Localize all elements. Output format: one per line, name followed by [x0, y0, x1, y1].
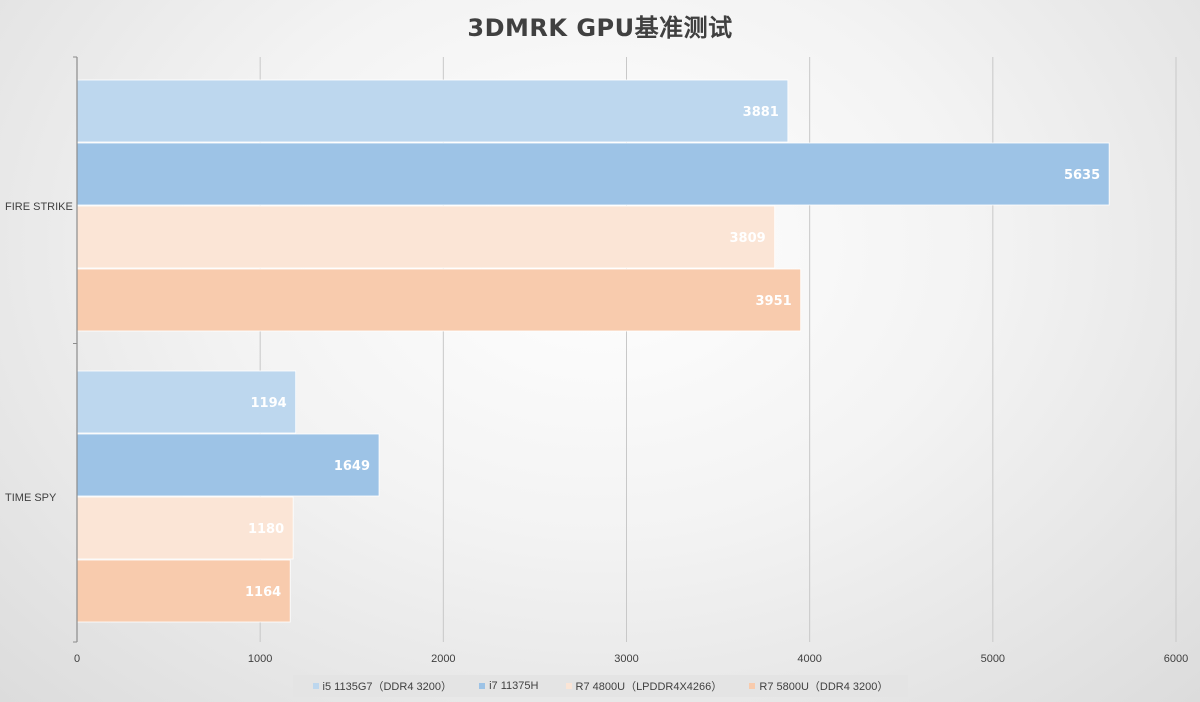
data-label: 1180: [248, 522, 284, 537]
data-label: 1649: [334, 459, 370, 474]
bar: [76, 142, 1110, 206]
x-tick-label: 4000: [797, 653, 821, 665]
data-label: 3951: [756, 294, 792, 309]
legend-label: i7 11375H: [489, 680, 539, 692]
legend-swatch: [312, 683, 319, 689]
x-tick-label: 0: [74, 653, 80, 665]
bar: [76, 205, 776, 269]
data-label: 3809: [729, 231, 765, 246]
legend-item: R7 5800U（DDR4 3200）: [749, 678, 888, 694]
x-tick-label: 3000: [614, 653, 638, 665]
bar: [76, 79, 789, 143]
bar: [76, 370, 297, 434]
legend-item: i5 1135G7（DDR4 3200）: [312, 678, 452, 694]
legend-swatch: [749, 683, 756, 689]
legend-item: R7 4800U（LPDDR4X4266）: [565, 678, 723, 694]
bar: [76, 559, 291, 623]
data-label: 3881: [743, 105, 779, 120]
legend-label: R7 4800U（LPDDR4X4266）: [575, 681, 723, 693]
chart-title: 3DMRK GPU基准测试: [467, 14, 733, 42]
data-label: 5635: [1064, 168, 1100, 183]
x-tick-label: 6000: [1164, 653, 1188, 665]
data-label: 1194: [251, 396, 287, 411]
bar: [76, 496, 294, 560]
x-tick-label: 1000: [248, 653, 272, 665]
x-tick-label: 2000: [431, 653, 455, 665]
category-label: FIRE STRIKE: [5, 201, 73, 213]
x-tick-label: 5000: [981, 653, 1005, 665]
bar: [76, 433, 380, 497]
legend-item: i7 11375H: [479, 680, 538, 692]
legend-swatch: [565, 683, 572, 689]
chart-legend: i5 1135G7（DDR4 3200） i7 11375H R7 4800U（LP…: [293, 675, 908, 697]
legend-swatch: [479, 683, 486, 689]
category-label: TIME SPY: [5, 492, 57, 504]
data-label: 1164: [245, 585, 281, 600]
legend-label: i5 1135G7（DDR4 3200）: [322, 681, 452, 693]
legend-label: R7 5800U（DDR4 3200）: [759, 681, 889, 693]
bar: [76, 268, 802, 332]
